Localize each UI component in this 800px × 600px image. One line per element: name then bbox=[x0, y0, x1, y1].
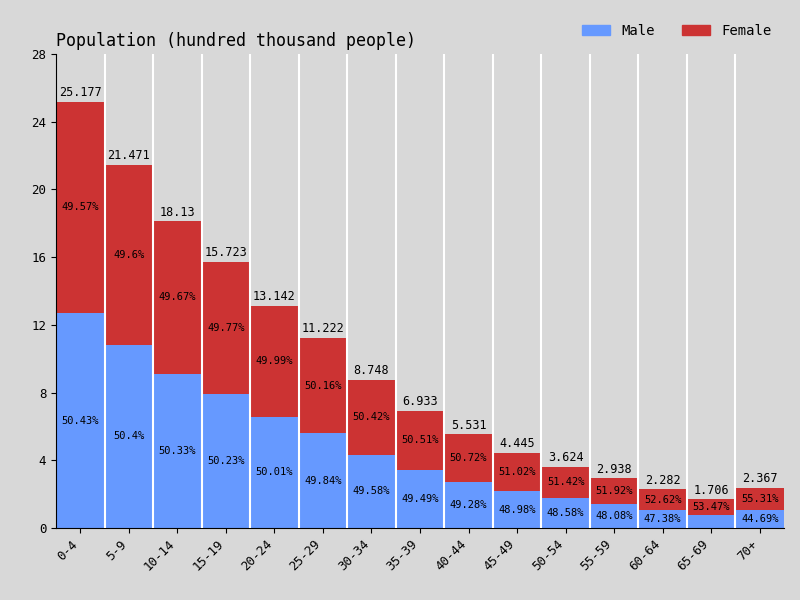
Text: 50.42%: 50.42% bbox=[353, 412, 390, 422]
Bar bbox=[347, 380, 396, 455]
Text: 1.706: 1.706 bbox=[694, 484, 729, 497]
Text: 21.471: 21.471 bbox=[107, 149, 150, 162]
Text: 5.531: 5.531 bbox=[450, 419, 486, 432]
Text: 49.58%: 49.58% bbox=[353, 486, 390, 496]
Text: 48.58%: 48.58% bbox=[547, 508, 584, 518]
Bar bbox=[347, 455, 396, 528]
Bar bbox=[105, 164, 153, 345]
Text: 18.13: 18.13 bbox=[159, 206, 195, 218]
Text: 49.28%: 49.28% bbox=[450, 500, 487, 510]
Text: 50.51%: 50.51% bbox=[402, 435, 438, 445]
Bar bbox=[105, 345, 153, 528]
Text: 6.933: 6.933 bbox=[402, 395, 438, 408]
Bar bbox=[638, 509, 687, 528]
Text: 51.92%: 51.92% bbox=[595, 486, 633, 496]
Text: 53.47%: 53.47% bbox=[693, 502, 730, 512]
Text: 44.69%: 44.69% bbox=[741, 514, 778, 524]
Text: 49.6%: 49.6% bbox=[113, 250, 145, 260]
Bar bbox=[687, 499, 735, 515]
Text: 50.01%: 50.01% bbox=[256, 467, 293, 478]
Text: 49.49%: 49.49% bbox=[402, 494, 438, 504]
Bar bbox=[493, 453, 542, 491]
Bar bbox=[56, 313, 105, 528]
Text: 47.38%: 47.38% bbox=[644, 514, 682, 524]
Bar bbox=[202, 394, 250, 528]
Bar bbox=[56, 102, 105, 313]
Text: 50.23%: 50.23% bbox=[207, 456, 245, 466]
Bar bbox=[542, 467, 590, 498]
Bar bbox=[153, 221, 202, 374]
Bar bbox=[444, 482, 493, 528]
Text: 50.16%: 50.16% bbox=[304, 380, 342, 391]
Text: 49.77%: 49.77% bbox=[207, 323, 245, 333]
Text: 55.31%: 55.31% bbox=[741, 494, 778, 504]
Text: 15.723: 15.723 bbox=[205, 246, 247, 259]
Bar bbox=[298, 338, 347, 433]
Bar bbox=[493, 491, 542, 528]
Bar bbox=[396, 410, 444, 470]
Bar bbox=[542, 498, 590, 528]
Bar bbox=[250, 305, 298, 417]
Text: 50.72%: 50.72% bbox=[450, 453, 487, 463]
Text: 49.57%: 49.57% bbox=[62, 202, 99, 212]
Text: 50.33%: 50.33% bbox=[158, 446, 196, 456]
Bar bbox=[444, 434, 493, 482]
Text: 13.142: 13.142 bbox=[253, 290, 296, 303]
Text: 50.4%: 50.4% bbox=[113, 431, 145, 442]
Text: 4.445: 4.445 bbox=[499, 437, 535, 450]
Text: 2.367: 2.367 bbox=[742, 472, 778, 485]
Text: 25.177: 25.177 bbox=[59, 86, 102, 99]
Text: 51.42%: 51.42% bbox=[547, 478, 584, 487]
Text: Population (hundred thousand people): Population (hundred thousand people) bbox=[56, 32, 416, 50]
Text: 49.99%: 49.99% bbox=[256, 356, 293, 366]
Legend: Male, Female: Male, Female bbox=[577, 18, 777, 43]
Text: 50.43%: 50.43% bbox=[62, 416, 99, 425]
Text: 2.282: 2.282 bbox=[645, 474, 681, 487]
Text: 51.02%: 51.02% bbox=[498, 467, 536, 477]
Bar bbox=[735, 488, 784, 510]
Bar bbox=[638, 490, 687, 509]
Text: 49.67%: 49.67% bbox=[158, 292, 196, 302]
Text: 2.938: 2.938 bbox=[596, 463, 632, 476]
Text: 3.624: 3.624 bbox=[548, 451, 583, 464]
Text: 48.98%: 48.98% bbox=[498, 505, 536, 515]
Text: 49.84%: 49.84% bbox=[304, 476, 342, 485]
Bar bbox=[687, 515, 735, 528]
Bar bbox=[298, 433, 347, 528]
Bar bbox=[735, 510, 784, 528]
Bar bbox=[590, 478, 638, 504]
Bar bbox=[153, 374, 202, 528]
Text: 48.08%: 48.08% bbox=[595, 511, 633, 521]
Bar bbox=[590, 504, 638, 528]
Bar bbox=[202, 262, 250, 394]
Bar bbox=[396, 470, 444, 528]
Text: 8.748: 8.748 bbox=[354, 364, 390, 377]
Text: 52.62%: 52.62% bbox=[644, 494, 682, 505]
Text: 11.222: 11.222 bbox=[302, 322, 344, 335]
Bar bbox=[250, 417, 298, 528]
